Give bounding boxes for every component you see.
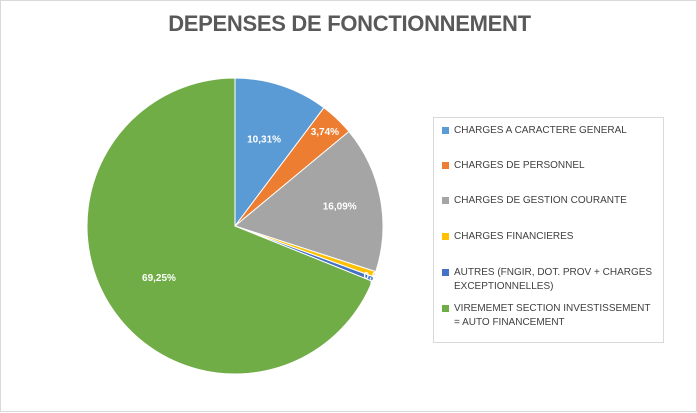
legend-label: CHARGES DE PERSONNEL [454, 160, 585, 171]
chart-title: DEPENSES DE FONCTIONNEMENT [168, 11, 531, 36]
data-label-charges-personnel: 3,74% [311, 127, 339, 138]
data-label-autres: 0,50% [370, 279, 398, 290]
legend-swatch [442, 162, 449, 169]
legend-label: VIREMEMET SECTION INVESTISSEMENT = AUTO … [454, 303, 651, 328]
chart-legend: CHARGES A CARACTERE GENERAL CHARGES DE P… [433, 117, 664, 343]
legend-entry-charges-generales: CHARGES A CARACTERE GENERAL [442, 124, 657, 138]
data-label-virement-investissement: 69,25% [142, 273, 176, 284]
pie-slice-charges-generales [234, 77, 325, 228]
legend-swatch [442, 127, 449, 134]
data-label-charges-gestion-courante: 16,09% [323, 201, 357, 212]
pie-data-labels: 10,31% 3,74% 16,09% 0,61%0,50% 69,25% [142, 127, 398, 290]
legend-swatch [442, 233, 449, 240]
legend-entry-charges-financieres: CHARGES FINANCIERES [442, 230, 657, 244]
legend-entry-autres: AUTRES (FNGIR, DOT. PROV + CHARGES EXCEP… [442, 266, 657, 294]
legend-label: CHARGES A CARACTERE GENERAL [454, 125, 627, 136]
legend-entry-charges-personnel: CHARGES DE PERSONNEL [442, 159, 657, 173]
pie-slices [86, 77, 384, 375]
legend-swatch [442, 269, 449, 276]
legend-swatch [442, 305, 449, 312]
legend-entry-virement-investissement: VIREMEMET SECTION INVESTISSEMENT = AUTO … [442, 302, 657, 330]
data-label-charges-generales: 10,31% [247, 135, 281, 146]
pie-slice-virement-investissement [86, 77, 373, 375]
legend-label: CHARGES DE GESTION COURANTE [454, 195, 627, 206]
legend-label: AUTRES (FNGIR, DOT. PROV + CHARGES EXCEP… [454, 267, 653, 292]
data-label-charges-financieres: 0,61% [364, 271, 392, 282]
legend-entry-charges-gestion-courante: CHARGES DE GESTION COURANTE [442, 194, 657, 208]
legend-swatch [442, 197, 449, 204]
legend-label: CHARGES FINANCIERES [454, 231, 574, 242]
pie-slice-charges-gestion-courante [233, 130, 384, 273]
